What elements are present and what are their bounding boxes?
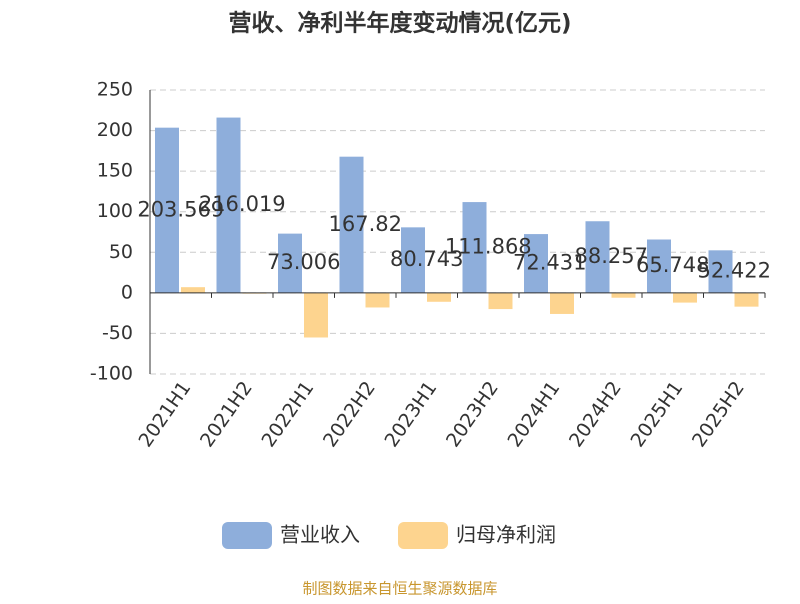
bar bbox=[155, 127, 179, 293]
x-tick-label: 2022H1 bbox=[257, 377, 318, 451]
y-tick-label: 0 bbox=[121, 281, 133, 303]
bar bbox=[278, 233, 302, 293]
x-tick-label: 2021H2 bbox=[196, 377, 257, 451]
data-label: 80.743 bbox=[390, 247, 463, 271]
y-tick-label: 50 bbox=[109, 241, 133, 263]
bar bbox=[462, 202, 487, 293]
y-tick-label: 250 bbox=[97, 79, 133, 101]
bar bbox=[216, 117, 241, 293]
data-label: 65.748 bbox=[636, 253, 709, 277]
data-label: 203.569 bbox=[137, 197, 224, 221]
bar bbox=[673, 292, 697, 303]
legend-label: 归母净利润 bbox=[456, 523, 556, 547]
bar bbox=[304, 292, 328, 338]
data-label: 111.868 bbox=[445, 234, 532, 258]
bar bbox=[427, 292, 451, 302]
legend-swatch bbox=[398, 522, 448, 549]
x-tick-label: 2023H1 bbox=[380, 377, 441, 451]
x-tick-label: 2022H2 bbox=[319, 377, 380, 451]
y-tick-label: 150 bbox=[97, 160, 133, 182]
bar bbox=[734, 292, 759, 307]
bar bbox=[708, 250, 733, 293]
data-label: 88.257 bbox=[575, 244, 648, 268]
x-tick-label: 2023H2 bbox=[442, 377, 503, 451]
bar bbox=[339, 156, 364, 293]
data-label: 73.006 bbox=[267, 250, 340, 274]
legend-label: 营业收入 bbox=[280, 523, 360, 547]
x-tick-label: 2021H1 bbox=[134, 377, 195, 451]
x-tick-label: 2024H1 bbox=[503, 377, 564, 451]
bar bbox=[401, 227, 425, 293]
bar bbox=[365, 292, 390, 308]
legend-swatch bbox=[222, 522, 272, 549]
x-tick-label: 2025H1 bbox=[626, 377, 687, 451]
data-label: 167.82 bbox=[329, 212, 402, 236]
x-tick-label: 2024H2 bbox=[565, 377, 626, 451]
data-label: 72.431 bbox=[513, 250, 586, 274]
y-tick-label: -100 bbox=[90, 363, 133, 385]
bar bbox=[585, 221, 610, 293]
bar bbox=[611, 292, 636, 298]
y-tick-label: 200 bbox=[97, 119, 133, 141]
bar bbox=[181, 287, 205, 293]
x-tick-label: 2025H2 bbox=[688, 377, 749, 451]
y-tick-label: 100 bbox=[97, 200, 133, 222]
data-label: 216.019 bbox=[199, 192, 286, 216]
bar bbox=[488, 292, 513, 310]
source-note: 制图数据来自恒生聚源数据库 bbox=[302, 580, 497, 598]
data-label: 52.422 bbox=[698, 259, 771, 283]
bar bbox=[550, 292, 574, 314]
bar bbox=[647, 239, 671, 293]
bar bbox=[524, 234, 548, 293]
chart-title: 营收、净利半年度变动情况(亿元) bbox=[228, 10, 571, 37]
y-tick-label: -50 bbox=[102, 322, 133, 344]
